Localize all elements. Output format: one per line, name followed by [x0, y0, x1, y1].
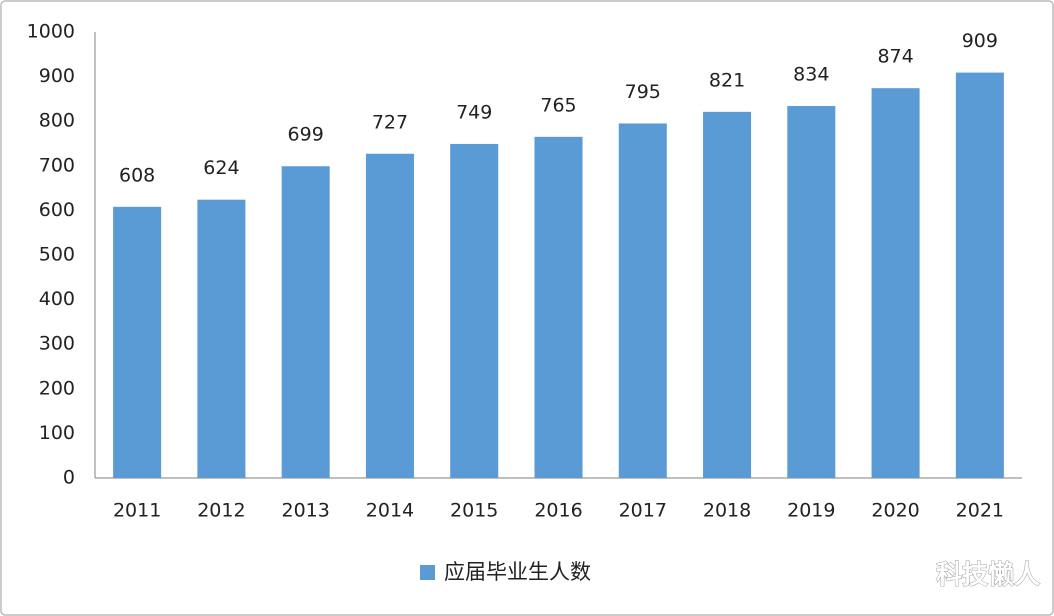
y-tick-label: 600 [39, 199, 75, 221]
x-tick-label: 2019 [787, 500, 835, 522]
y-tick-label: 300 [39, 333, 75, 355]
x-tick-label: 2015 [450, 500, 498, 522]
y-tick-label: 200 [39, 377, 75, 399]
x-tick-label: 2013 [282, 500, 330, 522]
y-tick-label: 1000 [27, 21, 75, 43]
y-tick-label: 100 [39, 422, 75, 444]
bar [618, 123, 667, 479]
x-tick-label: 2011 [113, 500, 161, 522]
bar [703, 111, 752, 479]
data-label: 795 [625, 81, 661, 103]
data-label: 909 [962, 30, 998, 52]
x-tick-label: 2014 [366, 500, 414, 522]
bar [281, 166, 330, 478]
y-tick-label: 900 [39, 65, 75, 87]
data-label: 834 [793, 64, 829, 86]
y-tick-label: 400 [39, 288, 75, 310]
data-label: 727 [372, 111, 408, 133]
x-tick-label: 2020 [871, 500, 919, 522]
x-tick-label: 2017 [619, 500, 667, 522]
data-label: 749 [456, 101, 492, 123]
x-tick-label: 2018 [703, 500, 751, 522]
y-tick-label: 800 [39, 110, 75, 132]
data-label: 624 [203, 157, 239, 179]
data-label: 874 [877, 46, 913, 68]
watermark: 科技懒人 [936, 561, 1040, 591]
legend-swatch [420, 565, 435, 580]
y-tick-label: 700 [39, 154, 75, 176]
bar [450, 143, 499, 479]
data-label: 608 [119, 164, 155, 186]
bar [365, 153, 414, 478]
bar [197, 199, 246, 479]
bar [955, 72, 1004, 478]
x-tick-label: 2016 [534, 500, 582, 522]
legend-label: 应届毕业生人数 [444, 560, 591, 584]
data-label: 821 [709, 69, 745, 91]
y-tick-label: 500 [39, 244, 75, 266]
bar [871, 88, 920, 479]
bar [787, 106, 836, 478]
data-label: 765 [540, 94, 576, 116]
x-tick-label: 2012 [197, 500, 245, 522]
bar [113, 206, 162, 478]
x-tick-label: 2021 [956, 500, 1004, 522]
data-label: 699 [288, 124, 324, 146]
bar [534, 136, 583, 478]
y-tick-label: 0 [63, 467, 75, 489]
